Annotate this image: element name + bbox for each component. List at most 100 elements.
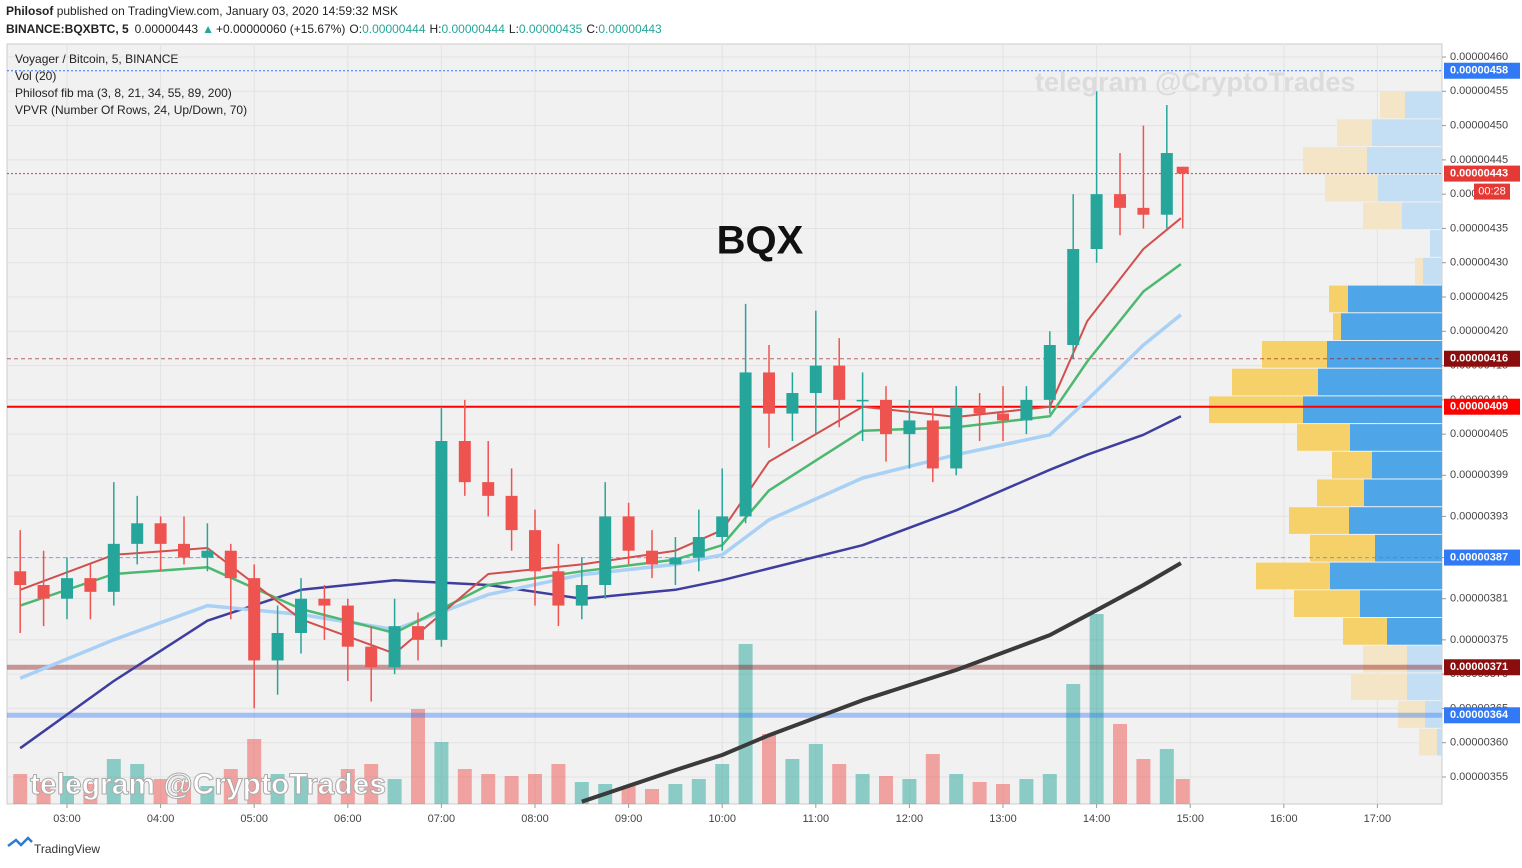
up-arrow: ▲ (202, 22, 214, 36)
volume-bar (83, 784, 98, 804)
candle-body (295, 598, 308, 633)
x-tick-label: 16:00 (1270, 813, 1298, 825)
candle-body (1090, 194, 1103, 250)
candle-body (1020, 399, 1033, 421)
price-label: 0.00000458 (1450, 65, 1508, 77)
quote-key: O: (349, 22, 362, 36)
vpvr-down (1402, 202, 1442, 230)
annotation: BQX (717, 219, 804, 263)
volume-bar (1042, 774, 1057, 804)
volume-bar (481, 774, 496, 804)
quote-key: C: (586, 22, 598, 36)
volume-bar (59, 776, 74, 804)
y-tick-label: 0.00000460 (1450, 51, 1508, 63)
candle-body (37, 584, 50, 599)
plot-area (6, 43, 1443, 805)
candle-body (529, 530, 542, 572)
watermark: telegram @CryptoTrades (30, 768, 386, 801)
candle-body (880, 399, 893, 435)
ma-line (581, 561, 1182, 804)
candle-body (435, 441, 448, 640)
volume-bar (1175, 779, 1190, 804)
x-tick-label: 08:00 (521, 813, 549, 825)
published: published on TradingView.com, January 03… (57, 4, 398, 18)
x-tick-label: 15:00 (1176, 813, 1204, 825)
volume-bar (1066, 684, 1081, 804)
volume-bar (247, 739, 262, 804)
vpvr-down (1367, 147, 1442, 174)
candle-body (1176, 166, 1189, 174)
price-label: 0.00000409 (1450, 401, 1508, 413)
candle-body (809, 365, 822, 394)
candle-body (1043, 345, 1056, 400)
candle-body (739, 372, 752, 517)
x-tick-label: 03:00 (53, 813, 81, 825)
volume-bar (855, 774, 870, 804)
indicator-legend: Vol (20) (15, 69, 56, 83)
countdown-bg (1474, 183, 1510, 200)
logo (7, 836, 33, 847)
candle-body (482, 482, 495, 496)
quote-key: L: (509, 22, 519, 36)
candle-body (271, 632, 284, 661)
vpvr-up (1351, 673, 1407, 701)
volume-bar (340, 769, 355, 804)
vpvr-down (1405, 91, 1442, 119)
vpvr-down (1341, 313, 1442, 340)
price-label: 0.00000416 (1450, 353, 1508, 365)
candle-body (926, 420, 939, 469)
candle-body (950, 406, 963, 469)
volume-bar (972, 782, 987, 804)
y-tick-label: 0.00000393 (1450, 510, 1508, 522)
candle-body (318, 598, 331, 606)
y-tick-label: 0.00000399 (1450, 469, 1508, 481)
volume-bar (996, 784, 1011, 804)
vpvr-up (1380, 91, 1405, 119)
vpvr-down (1407, 645, 1442, 673)
volume-bar (130, 764, 145, 804)
x-tick-label: 09:00 (615, 813, 643, 825)
volume-bar (691, 779, 706, 804)
candle-body (154, 523, 167, 544)
price-label-bg (1444, 165, 1520, 182)
vpvr-up (1310, 534, 1375, 562)
volume-bar (528, 774, 543, 804)
volume-bar (668, 784, 683, 804)
candle-body (458, 441, 471, 483)
volume-bar (457, 769, 472, 804)
volume-bar (223, 769, 238, 804)
volume-bar (645, 789, 660, 804)
vpvr-down (1303, 396, 1442, 424)
vpvr-up (1209, 396, 1303, 424)
volume-bar (902, 779, 917, 804)
volume-bar (317, 784, 332, 804)
candle-body (107, 543, 120, 592)
candle-body (833, 365, 846, 400)
volume-bar (387, 779, 402, 804)
volume-bar (832, 764, 847, 804)
volume-bar (36, 782, 51, 804)
candle-body (224, 550, 237, 579)
x-tick-label: 12:00 (896, 813, 924, 825)
indicator-legend: Philosof fib ma (3, 8, 21, 34, 55, 89, 2… (15, 86, 232, 100)
symbol: BINANCE:BQXBTC, 5 (6, 22, 129, 36)
candle-body (622, 516, 635, 551)
candle-body (365, 646, 378, 668)
vpvr-up (1419, 728, 1437, 756)
vpvr-down (1327, 340, 1442, 368)
y-tick-label: 0.00000355 (1450, 771, 1508, 783)
volume-bar (1019, 779, 1034, 804)
candle-body (716, 516, 729, 537)
vpvr-down (1348, 285, 1442, 313)
vpvr-down (1349, 507, 1442, 534)
x-tick-label: 11:00 (802, 813, 829, 825)
x-tick-label: 13:00 (989, 813, 1017, 825)
x-tick-label: 14:00 (1083, 813, 1111, 825)
candle-body (786, 393, 799, 414)
volume-bar (411, 709, 426, 804)
volume-bar (715, 764, 730, 804)
vpvr-down (1423, 257, 1442, 285)
candle-body (1137, 207, 1150, 215)
price-label-bg (1444, 707, 1520, 724)
